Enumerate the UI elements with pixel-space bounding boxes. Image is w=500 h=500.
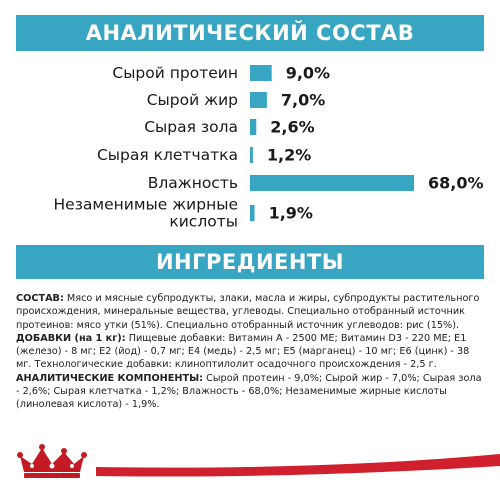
ingredients-text-block: СОСТАВ: Мясо и мясные субпродукты, злаки… (16, 292, 486, 412)
category-label-5-line-0: Незаменимые жирные (53, 196, 238, 214)
bar-3 (250, 147, 253, 163)
additives-text: Пищевые добавки: Витамин A - 2500 МЕ; Ви… (16, 332, 470, 371)
bar-4 (250, 175, 414, 191)
category-label-1: Сырой жир (147, 91, 238, 109)
footer-graphic (17, 444, 500, 478)
composition-label: СОСТАВ: (16, 293, 64, 304)
value-label-3: 1,2% (267, 146, 311, 165)
section-title-analytical: АНАЛИТИЧЕСКИЙ СОСТАВ (16, 15, 484, 51)
bar-1 (250, 92, 267, 108)
crown-icon (17, 444, 87, 478)
footer-red-swoosh (96, 454, 500, 477)
analytic-components-paragraph: АНАЛИТИЧЕСКИЕ КОМПОНЕНТЫ: Сырой протеин … (16, 372, 486, 412)
bar-5 (250, 205, 255, 221)
section-title-ingredients: ИНГРЕДИЕНТЫ (16, 245, 484, 279)
additives-label: ДОБАВКИ (на 1 кг): (16, 332, 126, 344)
value-label-2: 2,6% (270, 118, 314, 137)
category-label-3: Сырая клетчатка (97, 146, 238, 164)
analytic-components-label: АНАЛИТИЧЕСКИЕ КОМПОНЕНТЫ: (16, 372, 204, 384)
value-label-4: 68,0% (428, 174, 484, 193)
bar-0 (250, 65, 272, 81)
brand-footer (0, 430, 500, 500)
bar-2 (250, 119, 257, 135)
value-label-0: 9,0% (286, 64, 330, 83)
additives-paragraph: ДОБАВКИ (на 1 кг): Пищевые добавки: Вита… (16, 332, 486, 372)
bar-chart-svg: Сырой протеин 9,0% Сырой жир 7,0% Сырая зола… (53, 64, 484, 231)
composition-text: Мясо и мясные субпродукты, злаки, масла … (16, 293, 480, 331)
analytic-components-text: Сырой протеин - 9,0%; Сырой жир - 7,0%; … (16, 372, 482, 411)
analytical-composition-chart: Сырой протеин 9,0% Сырой жир 7,0% Сырая зола… (0, 55, 500, 240)
category-label-2: Сырая зола (144, 118, 238, 136)
value-label-5: 1,9% (269, 204, 313, 223)
value-label-1: 7,0% (281, 91, 325, 110)
category-label-4: Влажность (148, 174, 238, 192)
category-label-0: Сырой протеин (112, 64, 238, 82)
composition-paragraph: СОСТАВ: Мясо и мясные субпродукты, злаки… (16, 292, 486, 332)
category-label-5-line-1: кислоты (169, 213, 238, 231)
